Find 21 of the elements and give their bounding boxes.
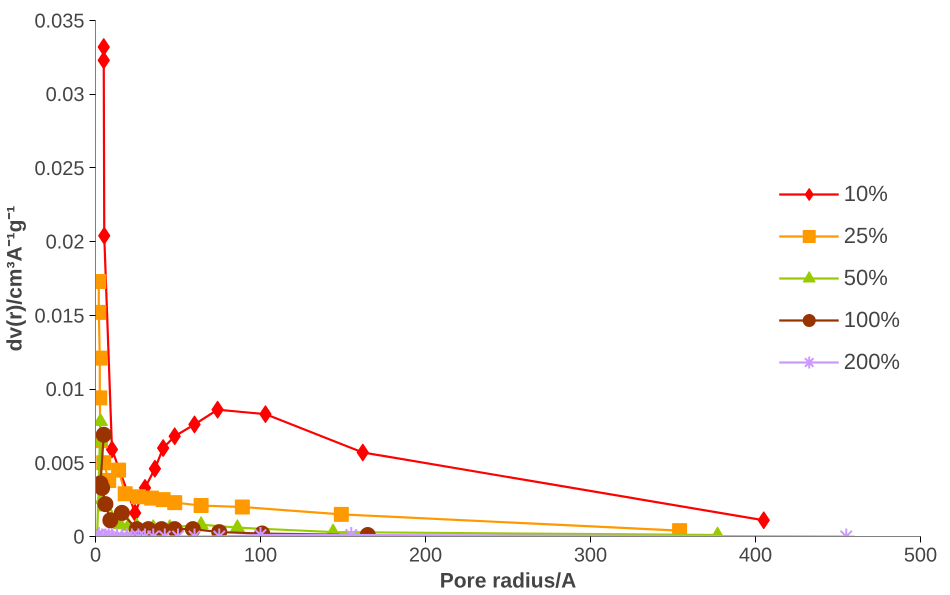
y-axis-title: dv(r)/cm³A⁻¹g⁻¹ [3,206,26,352]
legend-label: 50% [844,265,888,291]
y-tick-label: 0.01 [46,379,85,402]
x-tick-label: 100 [244,544,278,566]
y-tick-label: 0 [73,526,84,548]
legend-label: 200% [844,349,900,375]
x-tick-label: 300 [574,544,608,566]
y-tick-label: 0.015 [34,305,85,328]
y-tick-label: 0.025 [34,158,85,180]
x-tick-label: 0 [90,544,102,566]
x-tick-label: 400 [738,544,772,566]
legend-label: 10% [844,181,888,207]
x-axis-title: Pore radius/A [440,570,576,592]
y-tick-label: 0.035 [34,10,85,32]
legend-label: 25% [844,223,888,249]
y-tick-label: 0.005 [34,452,85,475]
y-tick-label: 0.03 [46,84,85,106]
x-tick-label: 200 [408,544,442,566]
y-tick-label: 0.02 [46,232,85,254]
x-tick-label: 500 [904,544,938,566]
legend-label: 100% [844,307,900,333]
